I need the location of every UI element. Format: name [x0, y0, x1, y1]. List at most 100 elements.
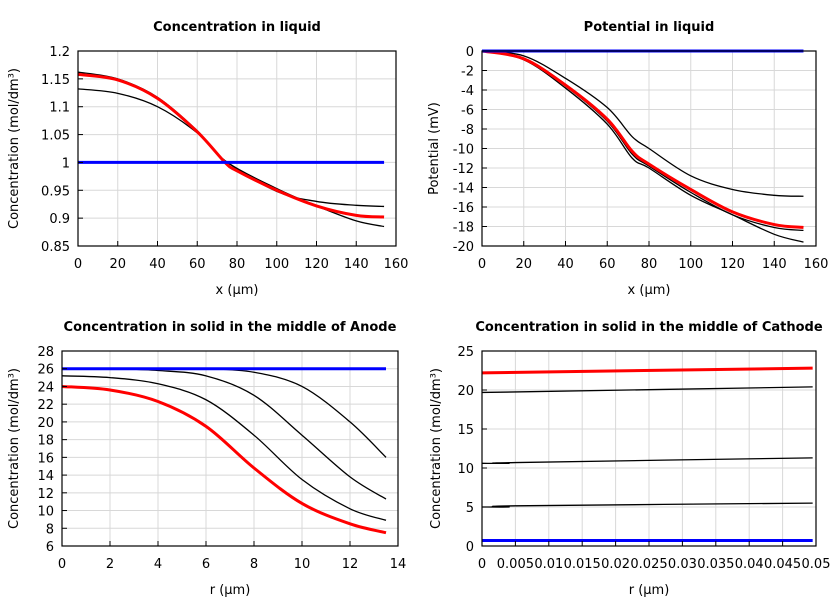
- x-tick-label: 14: [390, 557, 407, 572]
- y-tick-label: 18: [37, 434, 54, 449]
- x-tick-label: 140: [344, 257, 369, 272]
- y-tick-label: 0: [466, 45, 474, 60]
- y-tick-label: 28: [37, 345, 54, 360]
- y-tick-label: 0.95: [41, 184, 70, 199]
- x-tick-label: 120: [304, 257, 329, 272]
- series-line-3: [482, 502, 813, 508]
- y-tick-label: 1.2: [49, 45, 70, 60]
- y-tick-label: 1.05: [41, 129, 70, 144]
- x-tick-label: 0.015: [564, 557, 601, 572]
- x-tick-label: 40: [557, 257, 574, 272]
- series-line-2: [482, 457, 813, 465]
- y-tick-label: -6: [461, 104, 474, 119]
- series-line-2: [62, 367, 387, 500]
- series-line-3: [62, 375, 387, 521]
- y-axis-label: Concentration (mol/dm³): [429, 368, 444, 529]
- y-tick-label: 5: [466, 501, 474, 516]
- x-tick-label: 120: [720, 257, 745, 272]
- x-tick-label: 0.045: [764, 557, 801, 572]
- chart-title: Concentration in liquid: [153, 20, 321, 35]
- x-tick-label: 100: [678, 257, 703, 272]
- series-line-4: [482, 49, 804, 229]
- x-tick-label: 0.04: [735, 557, 764, 572]
- y-tick-label: 1: [62, 156, 70, 171]
- y-tick-label: 0: [466, 540, 474, 555]
- y-tick-label: 20: [37, 416, 54, 431]
- x-axis-label: x (µm): [216, 283, 259, 298]
- x-axis-label: r (µm): [629, 583, 670, 598]
- x-tick-label: 80: [641, 257, 658, 272]
- x-tick-label: 140: [762, 257, 787, 272]
- y-axis-label: Potential (mV): [427, 102, 442, 195]
- x-tick-label: 160: [804, 257, 829, 272]
- series-line-1: [482, 50, 804, 197]
- y-tick-label: 10: [37, 505, 54, 520]
- x-axis-label: x (µm): [628, 283, 671, 298]
- x-tick-label: 0: [478, 257, 486, 272]
- x-axis-label: r (µm): [210, 583, 251, 598]
- x-tick-label: 0.025: [630, 557, 667, 572]
- series-line-3: [78, 72, 385, 219]
- chart-title: Concentration in solid in the middle of …: [475, 320, 823, 335]
- x-tick-label: 4: [154, 557, 162, 572]
- y-tick-label: -10: [453, 143, 474, 158]
- x-tick-label: 0.005: [497, 557, 534, 572]
- y-tick-label: 20: [457, 384, 474, 399]
- x-tick-label: 160: [384, 257, 409, 272]
- y-axis-label: Concentration (mol/dm³): [7, 368, 22, 529]
- series-line-1: [482, 386, 813, 394]
- y-tick-label: 0.85: [41, 240, 70, 255]
- y-tick-label: 25: [457, 345, 474, 360]
- series-line-4: [482, 366, 813, 375]
- x-tick-label: 0.035: [697, 557, 734, 572]
- y-tick-label: 15: [457, 423, 474, 438]
- x-tick-label: 10: [294, 557, 311, 572]
- y-tick-label: 24: [37, 380, 54, 395]
- y-tick-label: 16: [37, 451, 54, 466]
- x-tick-label: 0.05: [802, 557, 831, 572]
- x-tick-label: 20: [515, 257, 532, 272]
- plot-frame: [61, 350, 399, 547]
- y-tick-label: 14: [37, 469, 54, 484]
- y-tick-label: 0.9: [49, 212, 70, 227]
- x-tick-label: 20: [109, 257, 126, 272]
- subplot-4: 0 0.005 0.01 0.015 0.02 0.025 0.03 0.035 0.04 0.0…: [429, 320, 830, 598]
- subplot-3: 0 2 4 6 8 10 12 146810121416182022242628Concent…: [7, 320, 406, 598]
- y-tick-label: -16: [453, 201, 474, 216]
- x-tick-label: 40: [149, 257, 166, 272]
- series-line-4: [62, 384, 387, 535]
- y-tick-label: 10: [457, 462, 474, 477]
- series-line-2: [482, 50, 804, 243]
- x-tick-label: 8: [250, 557, 258, 572]
- y-tick-label: 12: [37, 487, 54, 502]
- y-tick-label: -2: [461, 65, 474, 80]
- x-tick-label: 0: [74, 257, 82, 272]
- x-tick-label: 0.02: [601, 557, 630, 572]
- y-axis-label: Concentration (mol/dm³): [7, 68, 22, 229]
- y-tick-label: -8: [461, 123, 474, 138]
- x-tick-label: 80: [229, 257, 246, 272]
- y-tick-label: 26: [37, 363, 54, 378]
- y-tick-label: 6: [46, 540, 54, 555]
- x-tick-label: 60: [599, 257, 616, 272]
- y-tick-label: -4: [461, 84, 474, 99]
- y-tick-label: 1.1: [49, 101, 70, 116]
- chart-title: Concentration in solid in the middle of …: [64, 320, 397, 335]
- y-tick-label: -20: [453, 240, 474, 255]
- x-tick-label: 100: [264, 257, 289, 272]
- chart-title: Potential in liquid: [584, 20, 715, 35]
- x-tick-label: 0: [58, 557, 66, 572]
- x-tick-label: 0.01: [534, 557, 563, 572]
- y-tick-label: 22: [37, 398, 54, 413]
- series-line-3: [482, 50, 804, 232]
- x-tick-label: 60: [189, 257, 206, 272]
- y-tick-label: 8: [46, 522, 54, 537]
- y-tick-label: 1.15: [41, 73, 70, 88]
- x-tick-label: 2: [106, 557, 114, 572]
- y-tick-label: -12: [453, 162, 474, 177]
- x-tick-label: 12: [342, 557, 359, 572]
- y-tick-label: -18: [453, 221, 474, 236]
- subplot-2: 0 20 40 60 80 100 120 140 160-20-18-16-14-12-10-…: [427, 20, 828, 298]
- subplot-1: 0 20 40 60 80 100 120 140 160 0.85 0.9 0.95 1 1.05 1.1…: [7, 20, 408, 298]
